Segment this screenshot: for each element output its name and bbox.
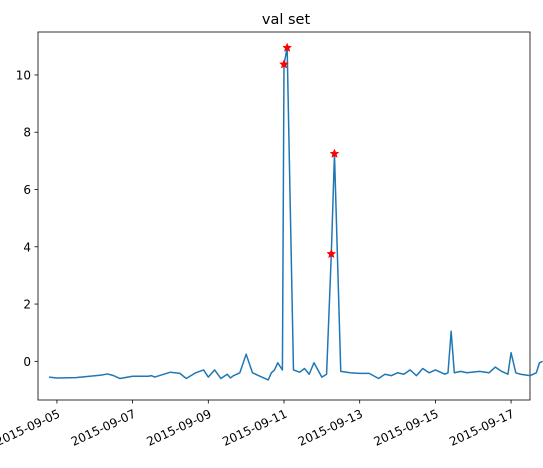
y-tick-label: 10 <box>16 68 31 82</box>
x-tick-label: 2015-09-13 <box>296 407 365 449</box>
star-marker <box>282 42 293 52</box>
x-tick-label: 2015-09-09 <box>145 407 214 449</box>
x-tick-label: 2015-09-07 <box>69 407 138 449</box>
star-marker <box>329 148 340 158</box>
y-tick-label: 8 <box>23 126 31 140</box>
y-tick-label: 0 <box>23 355 31 369</box>
x-tick-label: 2015-09-11 <box>220 407 289 449</box>
series <box>48 47 543 381</box>
y-tick-label: 4 <box>23 240 31 254</box>
y-tick-label: 2 <box>23 298 31 312</box>
chart-title: val set <box>262 12 311 28</box>
x-tick-label: 2015-09-05 <box>0 407 62 449</box>
series-line <box>48 47 543 381</box>
star-marker <box>279 59 289 69</box>
star-marker <box>326 248 337 259</box>
x-tick-label: 2015-09-17 <box>447 407 516 449</box>
y-tick-label: 6 <box>23 183 31 197</box>
markers <box>279 42 340 259</box>
x-tick-label: 2015-09-15 <box>372 407 441 449</box>
